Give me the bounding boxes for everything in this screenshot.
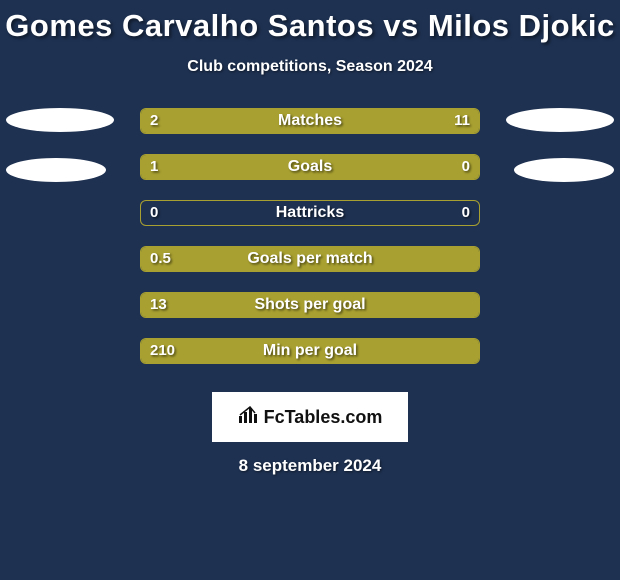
- comparison-title: Gomes Carvalho Santos vs Milos Djokic: [0, 0, 620, 44]
- stat-bar-track: [140, 338, 480, 364]
- stat-bar-track: [140, 108, 480, 134]
- stat-bar-left: [141, 293, 479, 317]
- fctables-logo: FcTables.com: [212, 392, 408, 442]
- comparison-chart: Matches211Goals10Hattricks00Goals per ma…: [0, 108, 620, 384]
- stat-row: Goals per match0.5: [0, 246, 620, 292]
- comparison-subtitle: Club competitions, Season 2024: [0, 58, 620, 76]
- stat-bar-right: [405, 155, 479, 179]
- stat-bar-track: [140, 292, 480, 318]
- stat-bar-track: [140, 246, 480, 272]
- logo-text: FcTables.com: [238, 406, 383, 429]
- stat-bar-left: [141, 247, 479, 271]
- stat-row: Hattricks00: [0, 200, 620, 246]
- stat-row: Matches211: [0, 108, 620, 154]
- stat-row: Min per goal210: [0, 338, 620, 384]
- comparison-date: 8 september 2024: [0, 456, 620, 476]
- stat-row: Shots per goal13: [0, 292, 620, 338]
- stat-bar-right: [202, 109, 479, 133]
- stat-bar-track: [140, 200, 480, 226]
- stat-bar-left: [141, 155, 405, 179]
- stat-row: Goals10: [0, 154, 620, 200]
- stat-bar-left: [141, 339, 479, 363]
- stat-bar-left: [141, 109, 202, 133]
- stat-bar-track: [140, 154, 480, 180]
- chart-bars-icon: [238, 406, 260, 429]
- logo-label: FcTables.com: [264, 407, 383, 428]
